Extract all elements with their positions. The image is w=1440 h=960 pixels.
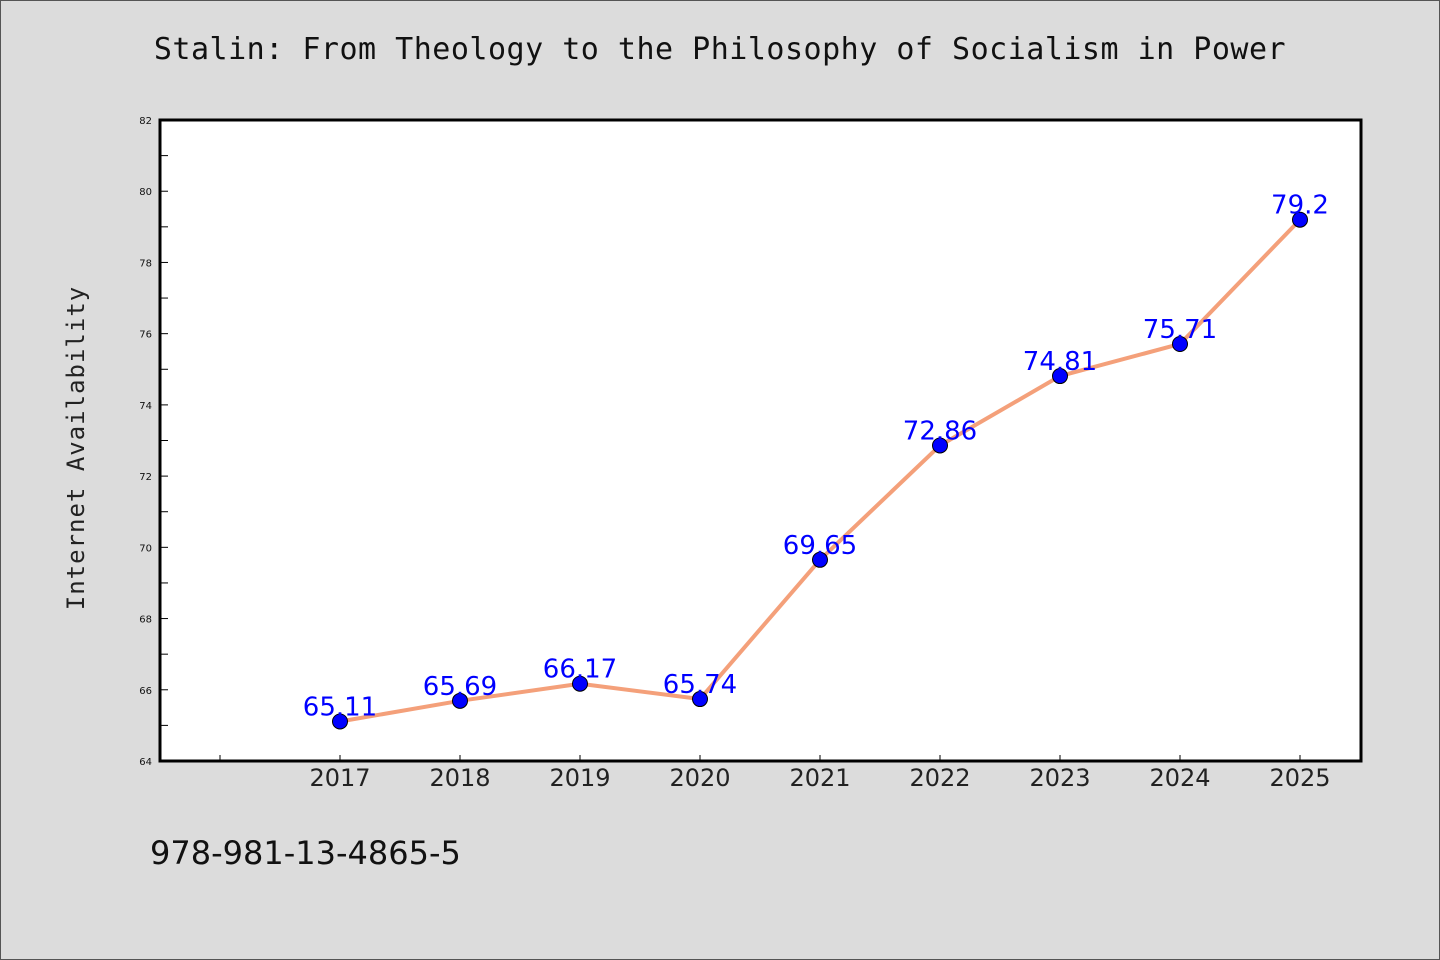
isbn-text: 978-981-13-4865-5 (150, 834, 461, 872)
y-tick-label: 64 (139, 757, 152, 768)
data-label: 65.11 (303, 692, 377, 722)
x-tick-label: 2019 (549, 764, 610, 792)
data-point (1172, 335, 1188, 352)
x-tick-label: 2020 (669, 764, 730, 792)
data-label: 65.74 (663, 670, 737, 700)
y-tick-label: 74 (139, 401, 152, 412)
y-tick-label: 72 (139, 472, 152, 483)
y-axis: 64 66 68 70 72 74 76 78 80 82 (139, 116, 168, 768)
chart-title: Stalin: From Theology to the Philosophy … (153, 32, 1287, 67)
plot-area (158, 118, 1363, 763)
x-tick-label: 2024 (1149, 764, 1210, 792)
data-label: 66.17 (543, 655, 617, 685)
data-labels: 65.11 65.69 66.17 65.74 69.65 72.86 74.81 75.71… (303, 191, 1329, 723)
data-point (1292, 211, 1308, 228)
x-tick-label: 2025 (1269, 764, 1330, 792)
y-tick-label: 76 (139, 330, 152, 341)
series-1 (332, 211, 1308, 730)
x-tick-label: 2022 (909, 764, 970, 792)
y-tick-label: 66 (139, 686, 152, 697)
y-tick-label: 70 (139, 543, 152, 554)
data-label: 79.2 (1271, 191, 1329, 221)
y-tick-label: 80 (139, 187, 152, 198)
x-axis: 2017 2018 2019 2020 2021 2022 2023 2024 2025 (219, 755, 1331, 792)
data-label: 65.69 (423, 672, 497, 702)
data-point (572, 675, 588, 692)
data-point (812, 551, 828, 568)
x-tick-label: 2018 (429, 764, 490, 792)
data-point (692, 691, 708, 708)
x-tick-label: 2023 (1029, 764, 1090, 792)
y-tick-label: 82 (139, 116, 152, 127)
x-tick-label: 2021 (789, 764, 850, 792)
data-point (932, 437, 948, 454)
y-tick-label: 68 (139, 615, 152, 626)
y-tick-label: 78 (139, 258, 152, 269)
data-label: 75.71 (1143, 315, 1217, 345)
data-label: 69.65 (783, 531, 857, 561)
data-label: 72.86 (903, 416, 977, 446)
data-point (1052, 368, 1068, 385)
data-point (452, 692, 468, 709)
data-point (332, 713, 348, 730)
data-label: 74.81 (1023, 347, 1097, 377)
x-tick-label: 2017 (309, 764, 370, 792)
